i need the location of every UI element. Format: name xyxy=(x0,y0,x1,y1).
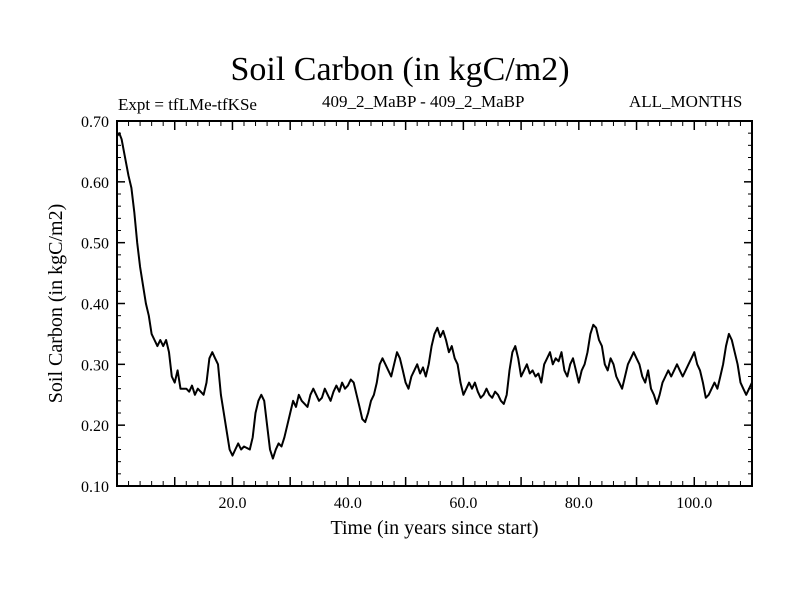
x-tick-label: 40.0 xyxy=(334,495,362,512)
x-axis: 20.0 40.0 60.0 80.0 100.0 xyxy=(128,121,741,512)
y-tick-label: 0.70 xyxy=(81,114,109,131)
experiment-label: Expt = tfLMe-tfKSe xyxy=(118,95,257,114)
y-axis: 0.10 0.20 0.30 0.40 0.50 0.60 0.70 xyxy=(81,114,752,496)
chart-title: Soil Carbon (in kgC/m2) xyxy=(230,51,570,88)
x-tick-label: 60.0 xyxy=(449,495,477,512)
y-tick-label: 0.30 xyxy=(81,357,109,374)
plot-frame xyxy=(116,120,753,487)
period-label: ALL_MONTHS xyxy=(629,92,743,111)
y-tick-label: 0.60 xyxy=(81,175,109,192)
x-axis-label: Time (in years since start) xyxy=(330,517,538,539)
x-tick-label: 20.0 xyxy=(218,495,246,512)
y-axis-label: Soil Carbon (in kgC/m2) xyxy=(45,204,67,403)
y-tick-label: 0.20 xyxy=(81,418,109,435)
soil-carbon-series-line xyxy=(116,132,753,460)
x-tick-label: 80.0 xyxy=(565,495,593,512)
chart-subtitle: 409_2_MaBP - 409_2_MaBP xyxy=(322,92,525,111)
x-tick-label: 100.0 xyxy=(676,495,712,512)
y-tick-label: 0.40 xyxy=(81,297,109,314)
y-tick-label: 0.50 xyxy=(81,236,109,253)
y-tick-label: 0.10 xyxy=(81,479,109,496)
